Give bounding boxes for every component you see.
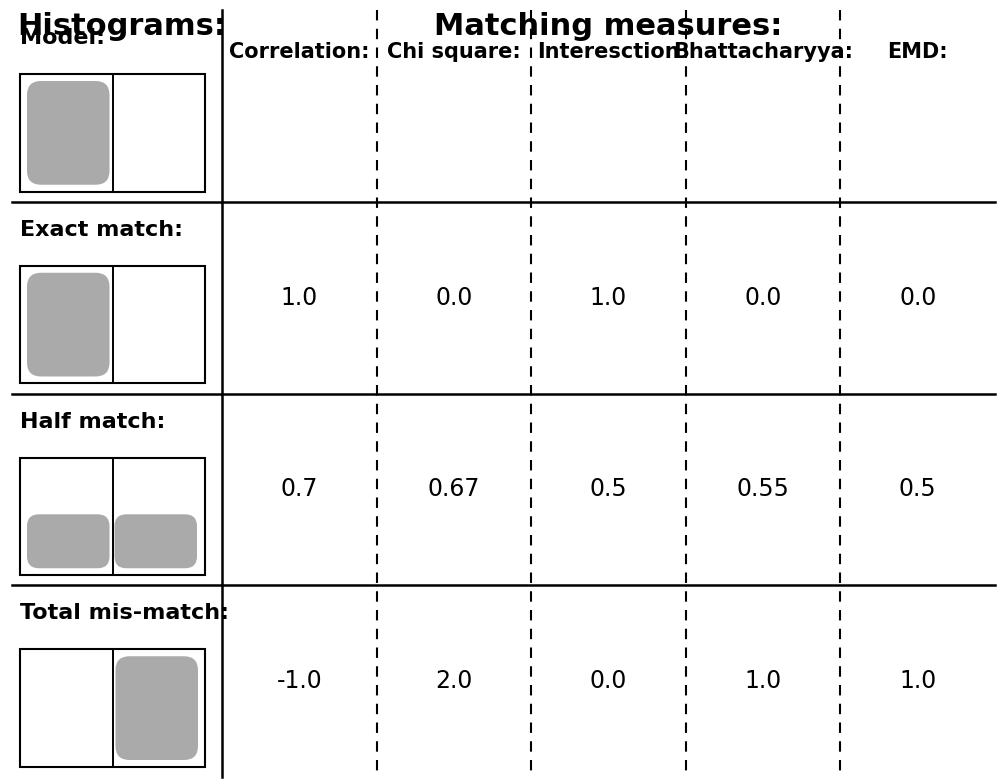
Text: Correlation:: Correlation: (229, 42, 370, 62)
Text: 0.5: 0.5 (899, 477, 937, 501)
Text: 0.7: 0.7 (281, 477, 318, 501)
Text: -1.0: -1.0 (276, 669, 322, 693)
Text: Histograms:: Histograms: (17, 12, 226, 41)
Text: Chi square:: Chi square: (387, 42, 521, 62)
Text: 1.0: 1.0 (899, 669, 936, 693)
Text: 1.0: 1.0 (590, 285, 627, 310)
FancyBboxPatch shape (27, 515, 110, 569)
Bar (20, 457, 205, 576)
Text: 0.0: 0.0 (590, 669, 627, 693)
Bar (20, 74, 205, 192)
FancyBboxPatch shape (114, 515, 197, 569)
FancyBboxPatch shape (27, 81, 110, 185)
FancyBboxPatch shape (27, 273, 110, 376)
Text: Matching measures:: Matching measures: (434, 12, 783, 41)
Text: 2.0: 2.0 (435, 669, 473, 693)
Text: 0.55: 0.55 (737, 477, 790, 501)
Text: 1.0: 1.0 (281, 285, 318, 310)
Text: Exact match:: Exact match: (20, 220, 183, 240)
Text: EMD:: EMD: (887, 42, 948, 62)
Text: 0.5: 0.5 (590, 477, 627, 501)
Text: Bhattacharyya:: Bhattacharyya: (673, 42, 853, 62)
Text: 0.0: 0.0 (435, 285, 473, 310)
Bar (20, 266, 205, 383)
FancyBboxPatch shape (115, 656, 198, 760)
Bar (20, 649, 205, 767)
Text: 0.67: 0.67 (428, 477, 480, 501)
Text: Model:: Model: (20, 28, 105, 48)
Text: Interesction: Interesction (537, 42, 680, 62)
Text: 1.0: 1.0 (744, 669, 782, 693)
Text: Half match:: Half match: (20, 411, 165, 432)
Text: 0.0: 0.0 (899, 285, 936, 310)
Text: Total mis-match:: Total mis-match: (20, 603, 229, 623)
Text: 0.0: 0.0 (744, 285, 782, 310)
